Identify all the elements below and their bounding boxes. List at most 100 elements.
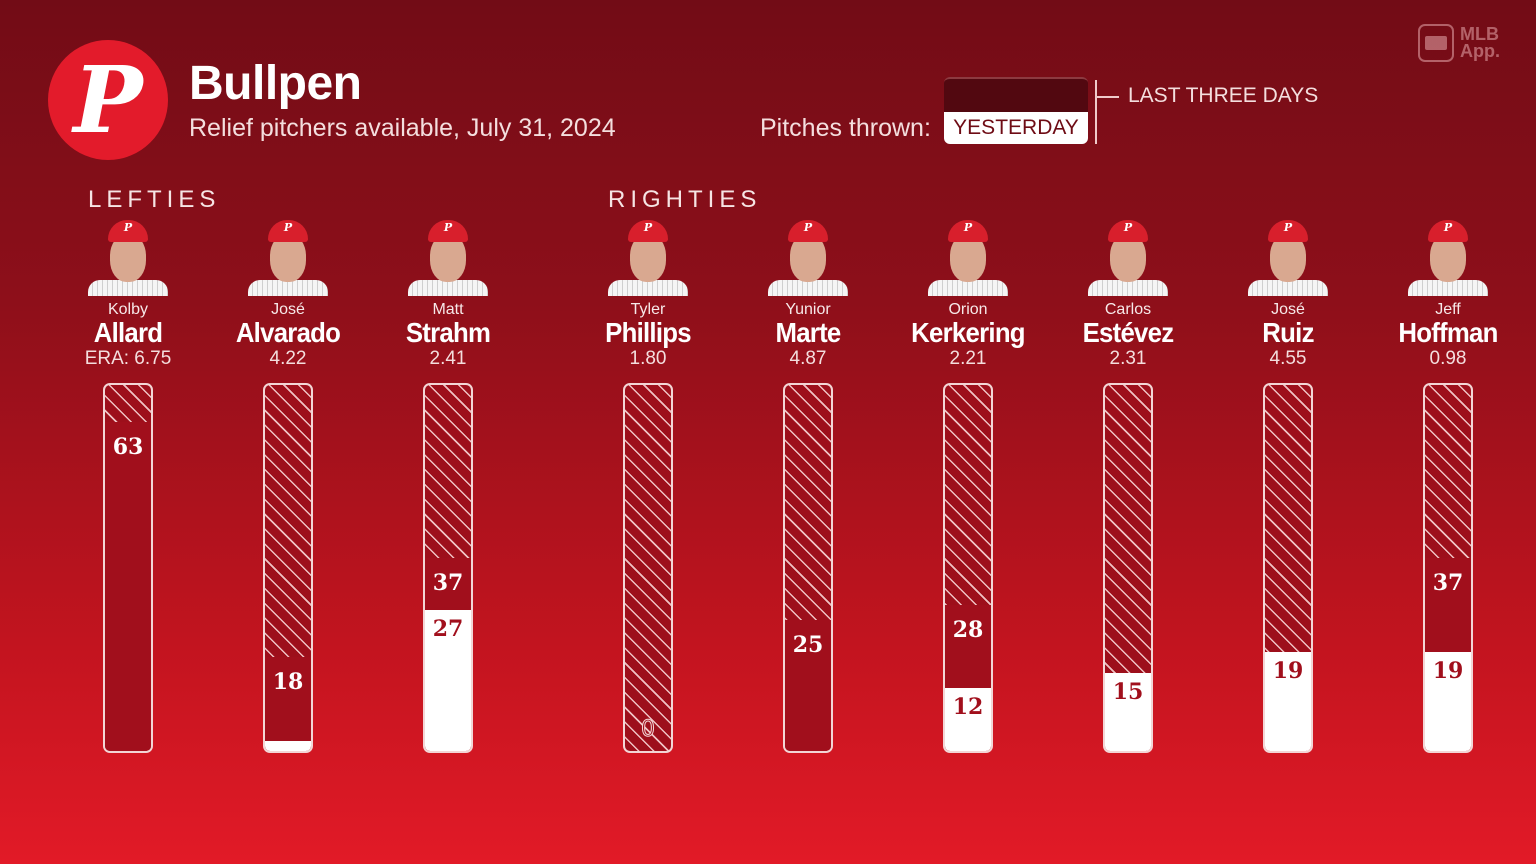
label-three-days: 25 (792, 632, 824, 659)
era: 4.22 (269, 348, 307, 369)
bar-yesterday-segment (425, 609, 471, 751)
first-name: José (1271, 301, 1305, 318)
cap-logo: P (268, 220, 308, 242)
era: 2.41 (429, 348, 467, 369)
era: 2.21 (949, 348, 987, 369)
cap-logo: P (788, 220, 828, 242)
first-name: Carlos (1104, 301, 1152, 318)
label-three-days: 37 (432, 569, 464, 596)
bar-three-days-segment (265, 656, 311, 751)
first-name: Yunior (785, 301, 831, 318)
bar-marte: 25 (783, 383, 833, 753)
first-name: José (271, 301, 305, 318)
legend-tick (1097, 96, 1119, 98)
bar-strahm: 37 27 (423, 383, 473, 753)
page-subtitle: Relief pitchers available, July 31, 2024 (189, 114, 616, 142)
headshot: P (928, 216, 1008, 296)
phillies-logo: P (48, 40, 168, 160)
headshot: P (248, 216, 328, 296)
first-name: Tyler (630, 301, 666, 318)
page-title: Bullpen (189, 57, 362, 110)
bar-hoffman: 37 19 (1423, 383, 1473, 753)
mlb-logo-icon (1418, 24, 1454, 62)
era: 4.55 (1269, 348, 1307, 369)
bar-allard: 63 (103, 383, 153, 753)
headshot: P (88, 216, 168, 296)
label-yesterday: 27 (432, 615, 464, 642)
last-name: Allard (93, 317, 163, 348)
pitcher-kerkering: P Orion Kerkering 2.21 (888, 216, 1048, 370)
era: ERA: 6.75 (84, 348, 172, 369)
last-name: Phillips (605, 317, 691, 348)
headshot: P (1088, 216, 1168, 296)
bar-yesterday-segment (1105, 672, 1151, 751)
first-name: Orion (948, 301, 988, 318)
headshot: P (408, 216, 488, 296)
label-three-days: 0 (641, 717, 656, 743)
cap-logo: P (1108, 220, 1148, 242)
bar-kerkering: 28 12 (943, 383, 993, 753)
label-three-days: 37 (1432, 569, 1464, 596)
bar-three-days-segment (105, 421, 151, 751)
last-name: Alvarado (235, 317, 341, 348)
last-name: Strahm (405, 317, 491, 348)
group-lefties: LEFTIES (88, 186, 221, 213)
label-three-days: 63 (112, 433, 144, 460)
label-yesterday: 15 (1112, 678, 1144, 705)
bar-alvarado: 18 (263, 383, 313, 753)
cap-logo: P (1268, 220, 1308, 242)
era: 4.87 (789, 348, 827, 369)
pitcher-estvez: P Carlos Estévez 2.31 (1048, 216, 1208, 370)
bar-yesterday-segment (1425, 651, 1471, 751)
label-three-days: 18 (272, 668, 304, 695)
pitcher-alvarado: P José Alvarado 4.22 (208, 216, 368, 370)
logo-letter: P (73, 46, 143, 154)
group-righties: RIGHTIES (608, 186, 762, 213)
last-name: Kerkering (911, 317, 1025, 348)
label-three-days: 28 (952, 616, 984, 643)
pitcher-phillips: P Tyler Phillips 1.80 (568, 216, 728, 370)
headshot: P (1248, 216, 1328, 296)
bar-three-days-segment (785, 620, 831, 751)
cap-logo: P (428, 220, 468, 242)
cap-logo: P (1428, 220, 1468, 242)
bar-phillips: 0 (623, 383, 673, 753)
last-name: Ruiz (1262, 317, 1314, 348)
headshot: P (768, 216, 848, 296)
legend-three-days-label: LAST THREE DAYS (1128, 84, 1319, 107)
bar-yesterday-segment (945, 688, 991, 751)
last-name: Estévez (1082, 317, 1175, 348)
pitcher-marte: P Yunior Marte 4.87 (728, 216, 888, 370)
headshot: P (1408, 216, 1488, 296)
first-name: Jeff (1435, 301, 1461, 318)
first-name: Kolby (107, 301, 149, 318)
legend-swatch-three-days (944, 77, 1088, 115)
pitcher-hoffman: P Jeff Hoffman 0.98 (1368, 216, 1528, 370)
cap-logo: P (628, 220, 668, 242)
bar-estvez: 15 (1103, 383, 1153, 753)
era: 2.31 (1109, 348, 1147, 369)
last-name: Hoffman (1398, 317, 1498, 348)
bar-yesterday-segment (1265, 651, 1311, 751)
legend-yesterday-label: YESTERDAY (953, 116, 1079, 139)
pitcher-allard: P Kolby Allard ERA: 6.75 (48, 216, 208, 370)
legend-bracket (1095, 80, 1097, 144)
era: 0.98 (1429, 348, 1467, 369)
pitcher-strahm: P Matt Strahm 2.41 (368, 216, 528, 370)
first-name: Matt (432, 301, 464, 318)
last-name: Marte (775, 317, 841, 348)
mlb-app-watermark: MLB App. (1418, 24, 1508, 62)
cap-logo: P (108, 220, 148, 242)
cap-logo: P (948, 220, 988, 242)
legend-swatch-yesterday: YESTERDAY (944, 112, 1088, 144)
era: 1.80 (629, 348, 667, 369)
label-yesterday: 19 (1272, 657, 1304, 684)
bar-yesterday-segment (265, 740, 311, 751)
legend-label: Pitches thrown: (760, 114, 931, 142)
label-yesterday: 12 (952, 694, 984, 721)
pitcher-ruiz: P José Ruiz 4.55 (1208, 216, 1368, 370)
headshot: P (608, 216, 688, 296)
mlb-app-text: MLB App. (1460, 24, 1500, 61)
label-yesterday: 19 (1432, 657, 1464, 684)
bar-ruiz: 19 (1263, 383, 1313, 753)
